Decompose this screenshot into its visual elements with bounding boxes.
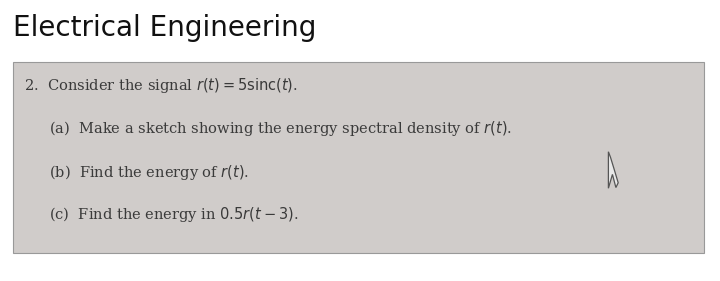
Text: (a)  Make a sketch showing the energy spectral density of $r(t)$.: (a) Make a sketch showing the energy spe… <box>49 119 512 139</box>
Text: (c)  Find the energy in $0.5r(t-3)$.: (c) Find the energy in $0.5r(t-3)$. <box>49 205 298 224</box>
Text: 2.  Consider the signal $r(t) = 5\mathrm{sinc}(t)$.: 2. Consider the signal $r(t) = 5\mathrm{… <box>24 76 297 95</box>
Text: Electrical Engineering: Electrical Engineering <box>13 14 316 42</box>
Text: (b)  Find the energy of $r(t)$.: (b) Find the energy of $r(t)$. <box>49 163 249 182</box>
